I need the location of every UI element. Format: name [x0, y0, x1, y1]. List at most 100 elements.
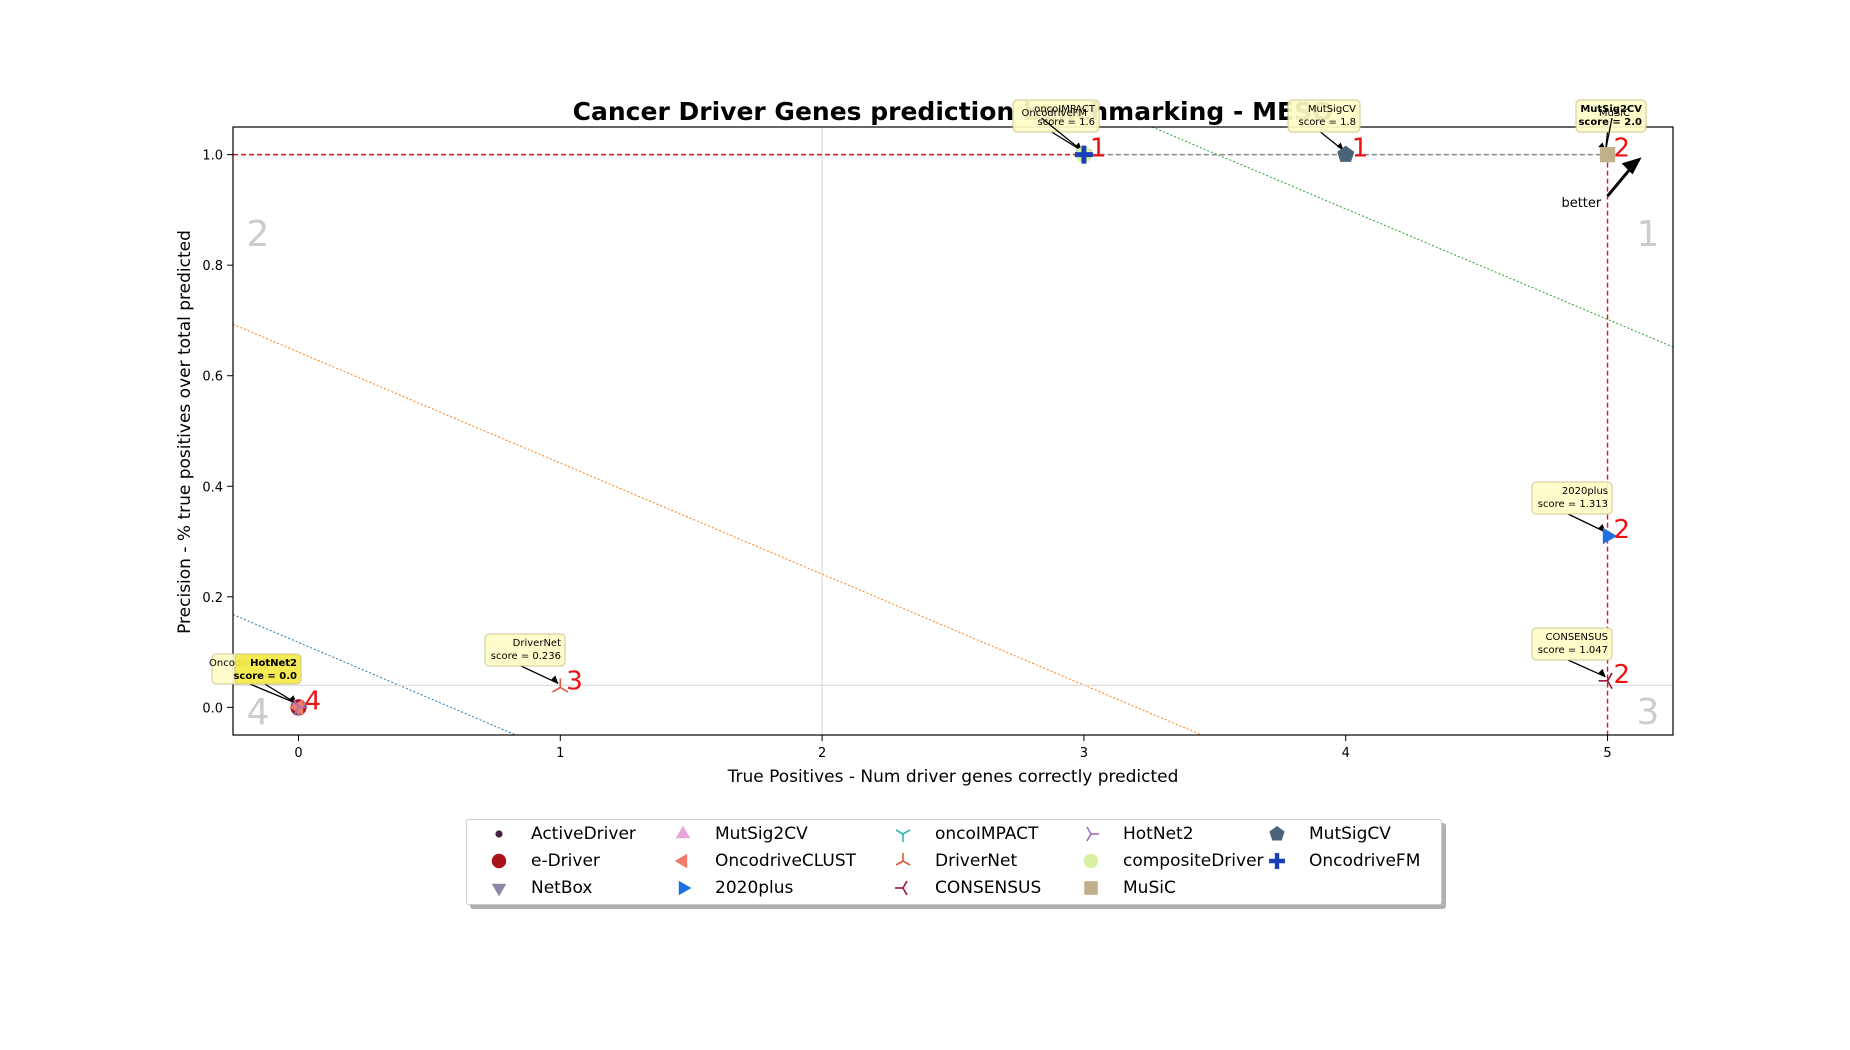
legend-item: MutSig2CV: [663, 822, 808, 846]
annotation-score: score = 2.0: [1578, 117, 1642, 128]
legend-marker: [495, 830, 503, 838]
y-tick-label: 1.0: [202, 149, 223, 164]
annotation-score: score = 0.0: [233, 671, 297, 682]
quadrant-label: 1: [1637, 214, 1660, 255]
better-label: better: [1561, 196, 1601, 211]
score-diagonal-line: [233, 614, 516, 735]
legend-marker: [1269, 853, 1285, 869]
annotation-arrow: [1041, 117, 1083, 152]
data-point: [552, 678, 569, 693]
rank-label: 2: [1614, 515, 1631, 545]
legend-marker-shape-shape: [895, 829, 904, 835]
y-tick-label: 0.6: [202, 370, 223, 385]
annotation-box: [1531, 481, 1613, 515]
annotation-box: [234, 653, 302, 685]
legend-label: 2020plus: [715, 878, 794, 898]
legend-marker-shape-shape: [1084, 881, 1098, 895]
legend-item: MuSiC: [1071, 876, 1176, 900]
legend-marker: [895, 829, 911, 842]
y-tick-label: 0.2: [202, 591, 223, 606]
data-point: [1337, 145, 1355, 162]
annotation-name: MuSiC: [1599, 108, 1630, 119]
legend-marker-shape-shape: [902, 880, 908, 889]
score-annotation: DriverNet score = 0.236: [484, 633, 566, 685]
score-annotation: MutSigCV score = 1.8: [1287, 99, 1361, 152]
legend-item: DriverNet: [883, 849, 1017, 873]
data-point: [293, 699, 308, 716]
legend-marker: [1086, 826, 1099, 842]
score-diagonal-line: [1151, 127, 1673, 348]
axes-frame: [232, 126, 1674, 736]
x-tick-label: 3: [1080, 746, 1088, 761]
legend-item: OncodriveCLUST: [663, 849, 856, 873]
score-annotation: 2020plus score = 1.313: [1531, 481, 1613, 533]
annotation-name: oncoIMPACT: [1034, 104, 1096, 115]
legend-marker-shape-shape: [491, 853, 507, 869]
legend-marker-shape-shape: [1269, 853, 1285, 869]
legend-item: CONSENSUS: [883, 876, 1041, 900]
legend-marker-shape: [1083, 853, 1099, 869]
legend-marker-shape: [491, 883, 507, 897]
annotation-score: score = 0.236: [491, 651, 561, 662]
rank-label: 1: [1090, 134, 1107, 164]
legend-item: 2020plus: [663, 876, 793, 900]
annotation-name: MutSigCV: [1308, 104, 1356, 115]
legend-marker: [895, 880, 908, 896]
annotation-arrow: [1567, 659, 1606, 678]
data-point-shape: [293, 699, 300, 708]
legend-marker-shape: [895, 853, 911, 866]
legend-label: ActiveDriver: [531, 824, 636, 844]
y-tick-label: 0.8: [202, 259, 223, 274]
annotation-name: DriverNet: [513, 638, 561, 649]
legend-marker-shape-shape: [1083, 853, 1099, 869]
legend-marker-shape: [678, 880, 692, 896]
legend-label: MutSig2CV: [715, 824, 808, 844]
data-point-shape: [1606, 672, 1613, 682]
legend-label: e-Driver: [531, 851, 600, 871]
data-point-shape: [1074, 145, 1093, 164]
annotation-arrow: [1567, 513, 1606, 533]
chart-legend: ActiveDriver e-Driver NetBox MutSig2CV Oncod…: [466, 819, 1442, 905]
data-point-shape: [289, 699, 304, 716]
data-point-shape: [1602, 527, 1617, 545]
data-point: [1598, 672, 1613, 690]
legend-marker-shape-shape: [1086, 833, 1092, 842]
annotation-box: [1575, 99, 1647, 133]
score-annotation: oncoIMPACT score = 1.6: [1012, 99, 1100, 152]
annotation-box: [484, 633, 566, 667]
legend-item: oncoIMPACT: [883, 822, 1038, 846]
annotation-name: MutSig2CV: [1580, 104, 1642, 115]
data-point: [1074, 145, 1093, 164]
score-annotation: CONSENSUS score = 1.047: [1531, 627, 1613, 678]
annotation-score: score = 1.313: [1538, 499, 1608, 510]
legend-marker-shape-shape: [902, 887, 908, 896]
legend-marker-shape: [495, 830, 503, 838]
data-point-shape: [1337, 145, 1355, 162]
better-arrowhead: [1621, 157, 1642, 175]
legend-marker-shape: [674, 853, 688, 869]
annotation-name: 2020plus: [1562, 486, 1608, 497]
legend-marker-shape-shape: [674, 853, 688, 869]
legend-label: oncoIMPACT: [935, 824, 1039, 844]
legend-marker-shape-shape: [491, 883, 507, 897]
rank-label: 2: [1614, 660, 1631, 690]
data-point-shape: [1599, 146, 1616, 163]
quadrant-label: 4: [247, 692, 270, 733]
legend-marker-shape-shape: [678, 880, 692, 896]
data-point-shape: [1606, 680, 1613, 690]
annotation-score: score = 1.6: [1037, 117, 1095, 128]
legend-item: ActiveDriver: [479, 822, 636, 846]
legend-item: OncodriveFM: [1257, 849, 1420, 873]
legend-label: CONSENSUS: [935, 878, 1042, 898]
annotation-box: [1287, 99, 1361, 133]
legend-marker-shape: [1086, 826, 1099, 842]
legend-marker: [491, 883, 507, 897]
legend-label: MutSigCV: [1309, 824, 1391, 844]
legend-marker-shape-shape: [902, 860, 911, 866]
quadrant-label: 3: [1637, 692, 1660, 733]
data-point-shape: [552, 686, 561, 693]
legend-marker: [895, 853, 911, 866]
annotation-name: HotNet2: [250, 658, 297, 669]
